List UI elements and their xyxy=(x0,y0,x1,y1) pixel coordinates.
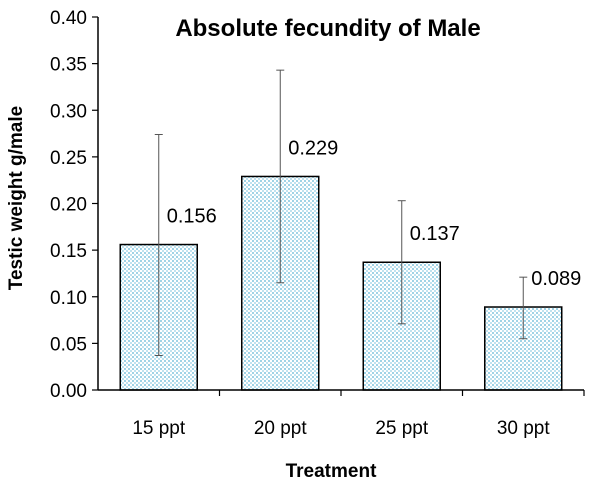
y-tick-label-2: 0.05 xyxy=(50,334,87,355)
y-tick-label-5: 0.20 xyxy=(50,195,87,216)
x-axis-title: Treatment xyxy=(286,461,377,482)
y-tick-label-3: 0.10 xyxy=(50,288,87,309)
bar-4 xyxy=(484,306,563,391)
axes-layer: 15 ppt 20 ppt 25 ppt 30 ppt 0.00 0.05 0.10 0.15… xyxy=(50,8,585,439)
x-tick-label-4: 30 ppt xyxy=(497,418,551,439)
x-tick-label-3: 25 ppt xyxy=(375,418,429,439)
x-tick-label-2: 20 ppt xyxy=(254,418,308,439)
y-tick-label-1: 0.00 xyxy=(50,381,87,402)
data-label-3: 0.137 xyxy=(410,223,460,245)
data-label-1: 0.156 xyxy=(167,206,217,228)
y-tick-label-9: 0.40 xyxy=(50,8,87,29)
y-tick-label-7: 0.30 xyxy=(50,101,87,122)
y-axis-title: Testic weight g/male xyxy=(6,106,27,290)
error-bars-layer xyxy=(154,69,528,356)
y-tick-label-4: 0.15 xyxy=(50,241,87,262)
y-tick-label-6: 0.25 xyxy=(50,148,87,169)
data-labels-layer: 0.156 0.229 0.137 0.089 xyxy=(167,137,582,290)
data-label-4: 0.089 xyxy=(531,268,581,290)
x-tick-label-1: 15 ppt xyxy=(132,418,186,439)
y-tick-label-8: 0.35 xyxy=(50,55,87,76)
data-label-2: 0.229 xyxy=(288,137,338,159)
chart-title: Absolute fecundity of Male xyxy=(175,15,480,42)
